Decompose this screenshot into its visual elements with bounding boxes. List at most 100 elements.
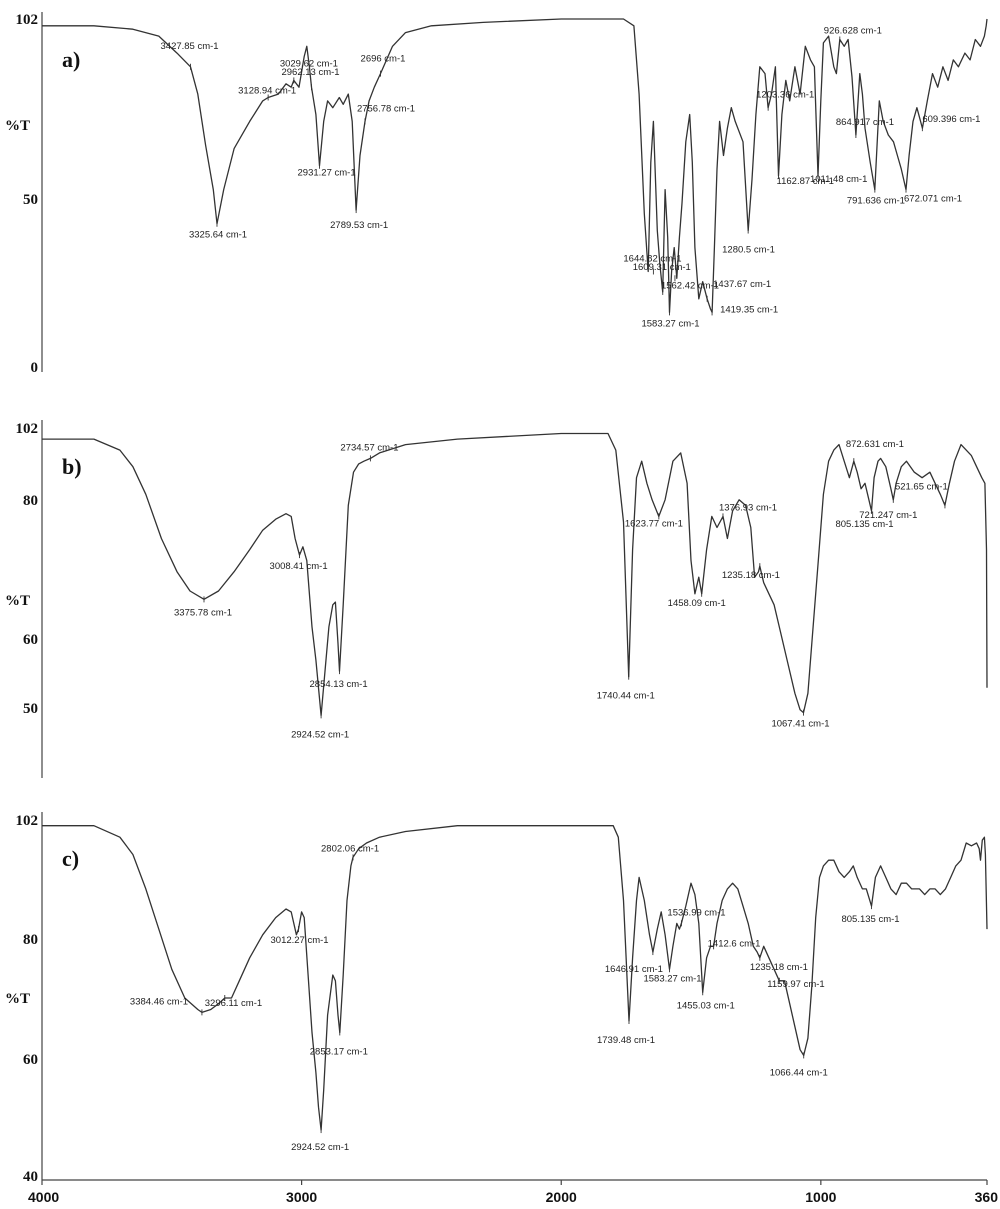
x-tick-label: 360 [975,1189,999,1205]
peak-annotation: 3325.64 cm-1 [189,220,247,241]
peak-annotation: 721.247 cm-1 [859,496,917,521]
peak-label: 926.628 cm-1 [824,25,882,36]
peak-annotation: 2734.57 cm-1 [340,442,399,462]
peak-label: 2789.53 cm-1 [330,220,388,231]
peak-label: 1646.91 cm-1 [605,964,663,975]
peak-label: 791.636 cm-1 [847,196,905,207]
peak-label: 1376.93 cm-1 [719,502,777,513]
y-axis-title: %T [5,593,30,609]
peak-label: 1235.18 cm-1 [722,570,780,581]
peak-label: 521.65 cm-1 [895,481,948,492]
panel-a: 102 50 0 %T a) 3427.85 cm-1 3325.64 cm-1 3128.9… [5,12,988,376]
peak-annotation: 2853.17 cm-1 [310,1029,368,1057]
y-tick-label: 60 [23,1052,38,1068]
y-tick-label: 40 [23,1169,38,1185]
peak-label: 1562.42 cm-1 [661,280,719,291]
peak-label: 2931.27 cm-1 [298,168,356,179]
peak-annotation: 3375.78 cm-1 [174,596,232,618]
peak-label: 3029.62 cm-1 [280,58,338,69]
x-axis: 4000 3000 2000 1000 360 [28,1179,999,1205]
peak-annotation: 2854.13 cm-1 [310,668,368,690]
peak-annotation: 1203.36 cm-1 [756,90,814,111]
panel-c: 102 80 60 40 %T c) 3296.11 cm-1 3384.46 cm-1 301… [5,812,988,1185]
peak-annotation: 1159.97 cm-1 [767,977,825,990]
peak-annotation: 3128.94 cm-1 [238,85,296,101]
peak-annotation: 672.071 cm-1 [904,186,962,205]
peak-label: 2853.17 cm-1 [310,1046,368,1057]
peak-label: 3296.11 cm-1 [205,998,262,1009]
peak-label: 721.247 cm-1 [859,510,917,521]
peak-annotation: 1562.42 cm-1 [661,275,719,291]
peak-annotation: 1623.77 cm-1 [625,513,683,529]
peak-label: 3325.64 cm-1 [189,230,247,241]
peak-annotation: 872.631 cm-1 [846,439,904,465]
peak-label: 1066.44 cm-1 [770,1067,828,1078]
peak-annotation: 1536.99 cm-1 [667,907,726,927]
peak-annotation: 609.396 cm-1 [921,114,980,132]
peak-label: 2696 cm-1 [361,54,406,65]
peak-label: 1235.18 cm-1 [750,962,808,973]
peak-annotation: 1455.03 cm-1 [677,989,735,1011]
y-tick-label: 102 [16,421,39,437]
peak-label: 1067.41 cm-1 [771,719,829,730]
spectra-panels: 102 50 0 %T a) 3427.85 cm-1 3325.64 cm-1 3128.9… [5,12,988,1185]
peak-label: 2734.57 cm-1 [340,442,398,453]
peak-label: 2854.13 cm-1 [310,679,368,690]
peak-label: 1011.48 cm-1 [810,174,867,185]
x-tick-label: 1000 [805,1189,836,1205]
peak-annotation: 1437.67 cm-1 [706,279,771,302]
peak-annotation: 1376.93 cm-1 [719,502,777,520]
spectrum-line [42,18,988,314]
peak-annotation: 3296.11 cm-1 [205,995,262,1009]
peak-label: 3012.27 cm-1 [271,935,329,946]
y-tick-label: 50 [23,192,38,208]
peak-annotation: 2789.53 cm-1 [330,207,388,231]
panel-label: c) [62,846,79,871]
peak-label: 805.135 cm-1 [841,914,899,925]
peak-annotation: 521.65 cm-1 [895,481,948,509]
peak-annotation: 1739.48 cm-1 [597,1017,655,1046]
peak-annotation: 864.917 cm-1 [836,117,894,138]
peak-label: 1536.99 cm-1 [667,907,725,918]
peak-label: 3008.41 cm-1 [270,561,328,572]
peak-annotation: 1644.82 cm-1 [623,253,681,275]
peak-annotation: 791.636 cm-1 [847,186,905,207]
peak-label: 1280.5 cm-1 [722,245,775,256]
peak-annotation: 3012.27 cm-1 [271,926,329,946]
y-tick-label: 60 [23,632,38,648]
peak-label: 3384.46 cm-1 [130,996,188,1007]
y-tick-label: 102 [16,813,39,829]
x-tick-label: 4000 [28,1189,59,1205]
peak-annotation: 2756.78 cm-1 [357,103,415,125]
panel-b: 102 80 60 50 %T b) 3375.78 cm-1 3008.41 cm-1 273… [5,420,988,778]
peak-label: 1159.97 cm-1 [767,979,824,990]
spectrum-line [42,432,988,717]
peak-annotation: 1067.41 cm-1 [771,709,830,730]
peak-label: 609.396 cm-1 [922,114,980,125]
peak-annotation: 1583.27 cm-1 [641,309,700,329]
peak-annotation: 1583.27 cm-1 [643,966,702,984]
peak-label: 2802.06 cm-1 [321,843,379,854]
peak-annotation: 1419.35 cm-1 [711,304,778,316]
peak-label: 2756.78 cm-1 [357,103,415,114]
peak-annotation: 1162.87 cm-1 [777,172,834,187]
peak-annotation: 1066.44 cm-1 [770,1052,828,1078]
peak-annotation: 1235.18 cm-1 [750,954,808,973]
y-axis-title: %T [5,118,30,134]
peak-label: 3427.85 cm-1 [161,41,219,52]
peak-annotation: 805.135 cm-1 [835,507,894,530]
peak-label: 2924.52 cm-1 [291,1142,349,1153]
peak-label: 872.631 cm-1 [846,439,904,450]
peak-label: 1419.35 cm-1 [720,304,778,315]
peak-label: 1644.82 cm-1 [623,253,681,264]
peak-annotation: 2931.27 cm-1 [298,162,356,179]
peak-label: 1609.31 cm-1 [633,262,691,273]
peak-label: 1583.27 cm-1 [643,973,701,984]
peak-annotation: 1412.6 cm-1 [708,938,760,950]
peak-label: 1583.27 cm-1 [641,318,699,329]
peak-annotation: 1609.31 cm-1 [633,262,691,295]
peak-label: 3375.78 cm-1 [174,607,232,618]
peak-label: 672.071 cm-1 [904,194,962,205]
x-tick-label: 2000 [546,1189,577,1205]
peak-label: 1458.09 cm-1 [668,598,726,609]
